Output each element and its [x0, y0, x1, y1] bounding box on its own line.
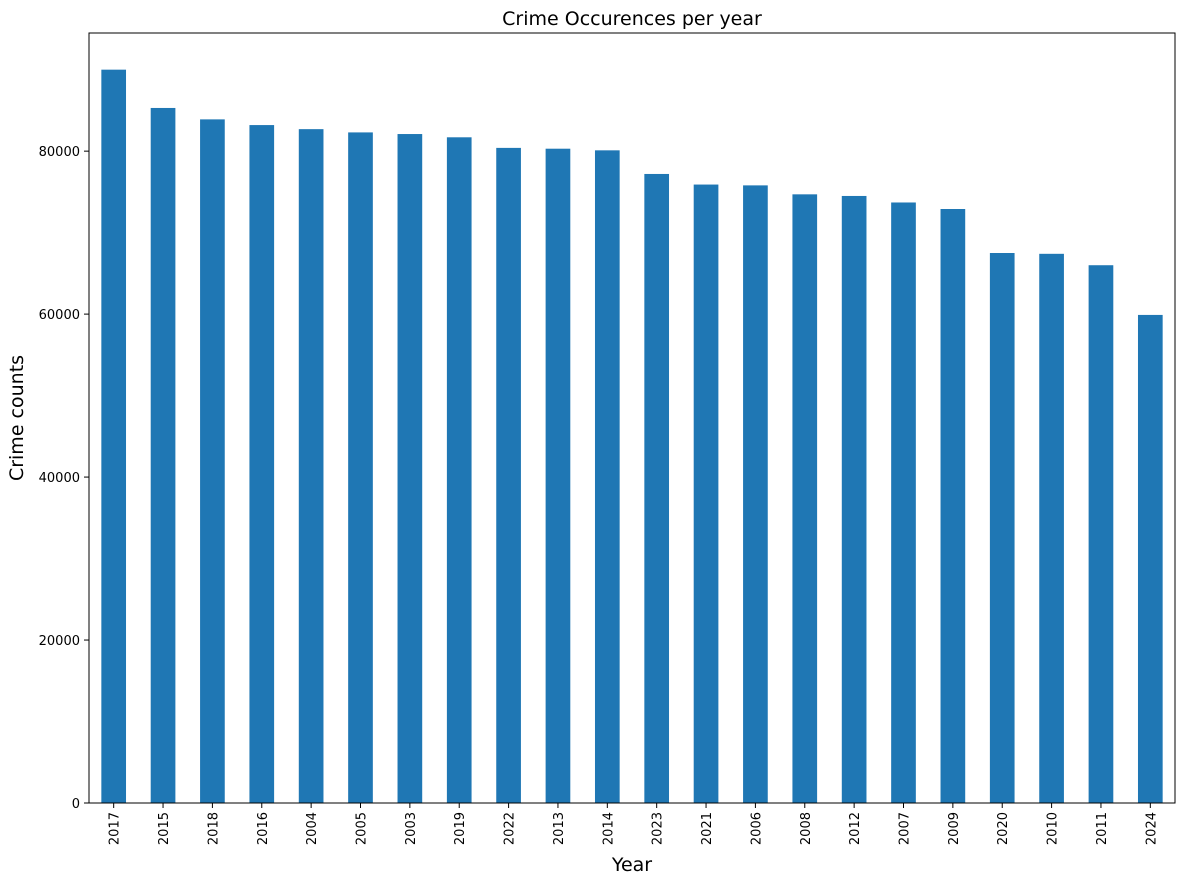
- chart-title: Crime Occurences per year: [502, 8, 762, 30]
- x-tick-label: 2008: [799, 812, 814, 845]
- x-tick-label: 2017: [108, 812, 123, 845]
- y-tick-label: 20000: [39, 634, 80, 649]
- bar-2014: [594, 150, 620, 804]
- bar-2019: [446, 137, 472, 804]
- x-tick-label: 2022: [503, 812, 518, 845]
- x-tick-label: 2018: [206, 812, 221, 845]
- x-tick-label: 2010: [1046, 812, 1061, 845]
- x-tick-label: 2004: [305, 812, 320, 845]
- bar-2005: [348, 132, 373, 803]
- y-tick-label: 0: [72, 797, 80, 812]
- y-axis-label: Crime counts: [6, 355, 28, 481]
- x-tick-label: 2012: [848, 812, 863, 845]
- x-axis: 2017 2015 2018 2016 2004 2005 2003 2019 2022 2013…: [108, 803, 1159, 845]
- bar-2012: [841, 195, 867, 804]
- x-tick-label: 2009: [947, 812, 962, 845]
- y-axis: 0 20000 40000 60000 80000: [39, 145, 89, 812]
- x-tick-label: 2014: [601, 812, 616, 845]
- bar-2015: [150, 107, 176, 804]
- bar-2008: [792, 194, 818, 804]
- bar-2010: [1039, 253, 1064, 803]
- bar-2003: [397, 134, 423, 803]
- y-tick-label: 40000: [39, 471, 80, 486]
- x-tick-label: 2007: [898, 812, 913, 845]
- bar-2011: [1088, 265, 1114, 803]
- bar-2017: [101, 69, 127, 803]
- x-tick-label: 2006: [749, 812, 764, 845]
- y-tick-label: 80000: [39, 145, 80, 160]
- x-axis-label: Year: [611, 854, 652, 876]
- x-tick-label: 2016: [256, 812, 271, 845]
- bar-2016: [249, 125, 275, 803]
- bar-2013: [545, 148, 571, 803]
- bars-group: [101, 69, 1163, 804]
- x-tick-label: 2020: [996, 812, 1011, 845]
- bar-2007: [891, 202, 916, 804]
- x-tick-label: 2023: [651, 812, 666, 845]
- x-tick-label: 2021: [700, 812, 715, 845]
- bar-2021: [693, 184, 719, 804]
- x-tick-label: 2013: [552, 812, 567, 845]
- x-tick-label: 2024: [1144, 812, 1159, 845]
- x-tick-label: 2019: [453, 812, 468, 845]
- x-tick-label: 2005: [355, 812, 370, 845]
- x-tick-label: 2003: [404, 812, 419, 845]
- bar-2009: [940, 209, 966, 803]
- y-tick-label: 60000: [39, 308, 80, 323]
- bar-2020: [989, 253, 1015, 803]
- bar-2004: [298, 129, 324, 804]
- bar-2024: [1137, 314, 1163, 803]
- bar-2023: [644, 173, 670, 804]
- bar-2006: [743, 185, 768, 804]
- x-tick-label: 2015: [157, 812, 172, 845]
- x-tick-label: 2011: [1095, 812, 1110, 845]
- plot-frame: [88, 32, 1176, 804]
- bar-2022: [496, 147, 521, 803]
- bar-2018: [200, 119, 225, 804]
